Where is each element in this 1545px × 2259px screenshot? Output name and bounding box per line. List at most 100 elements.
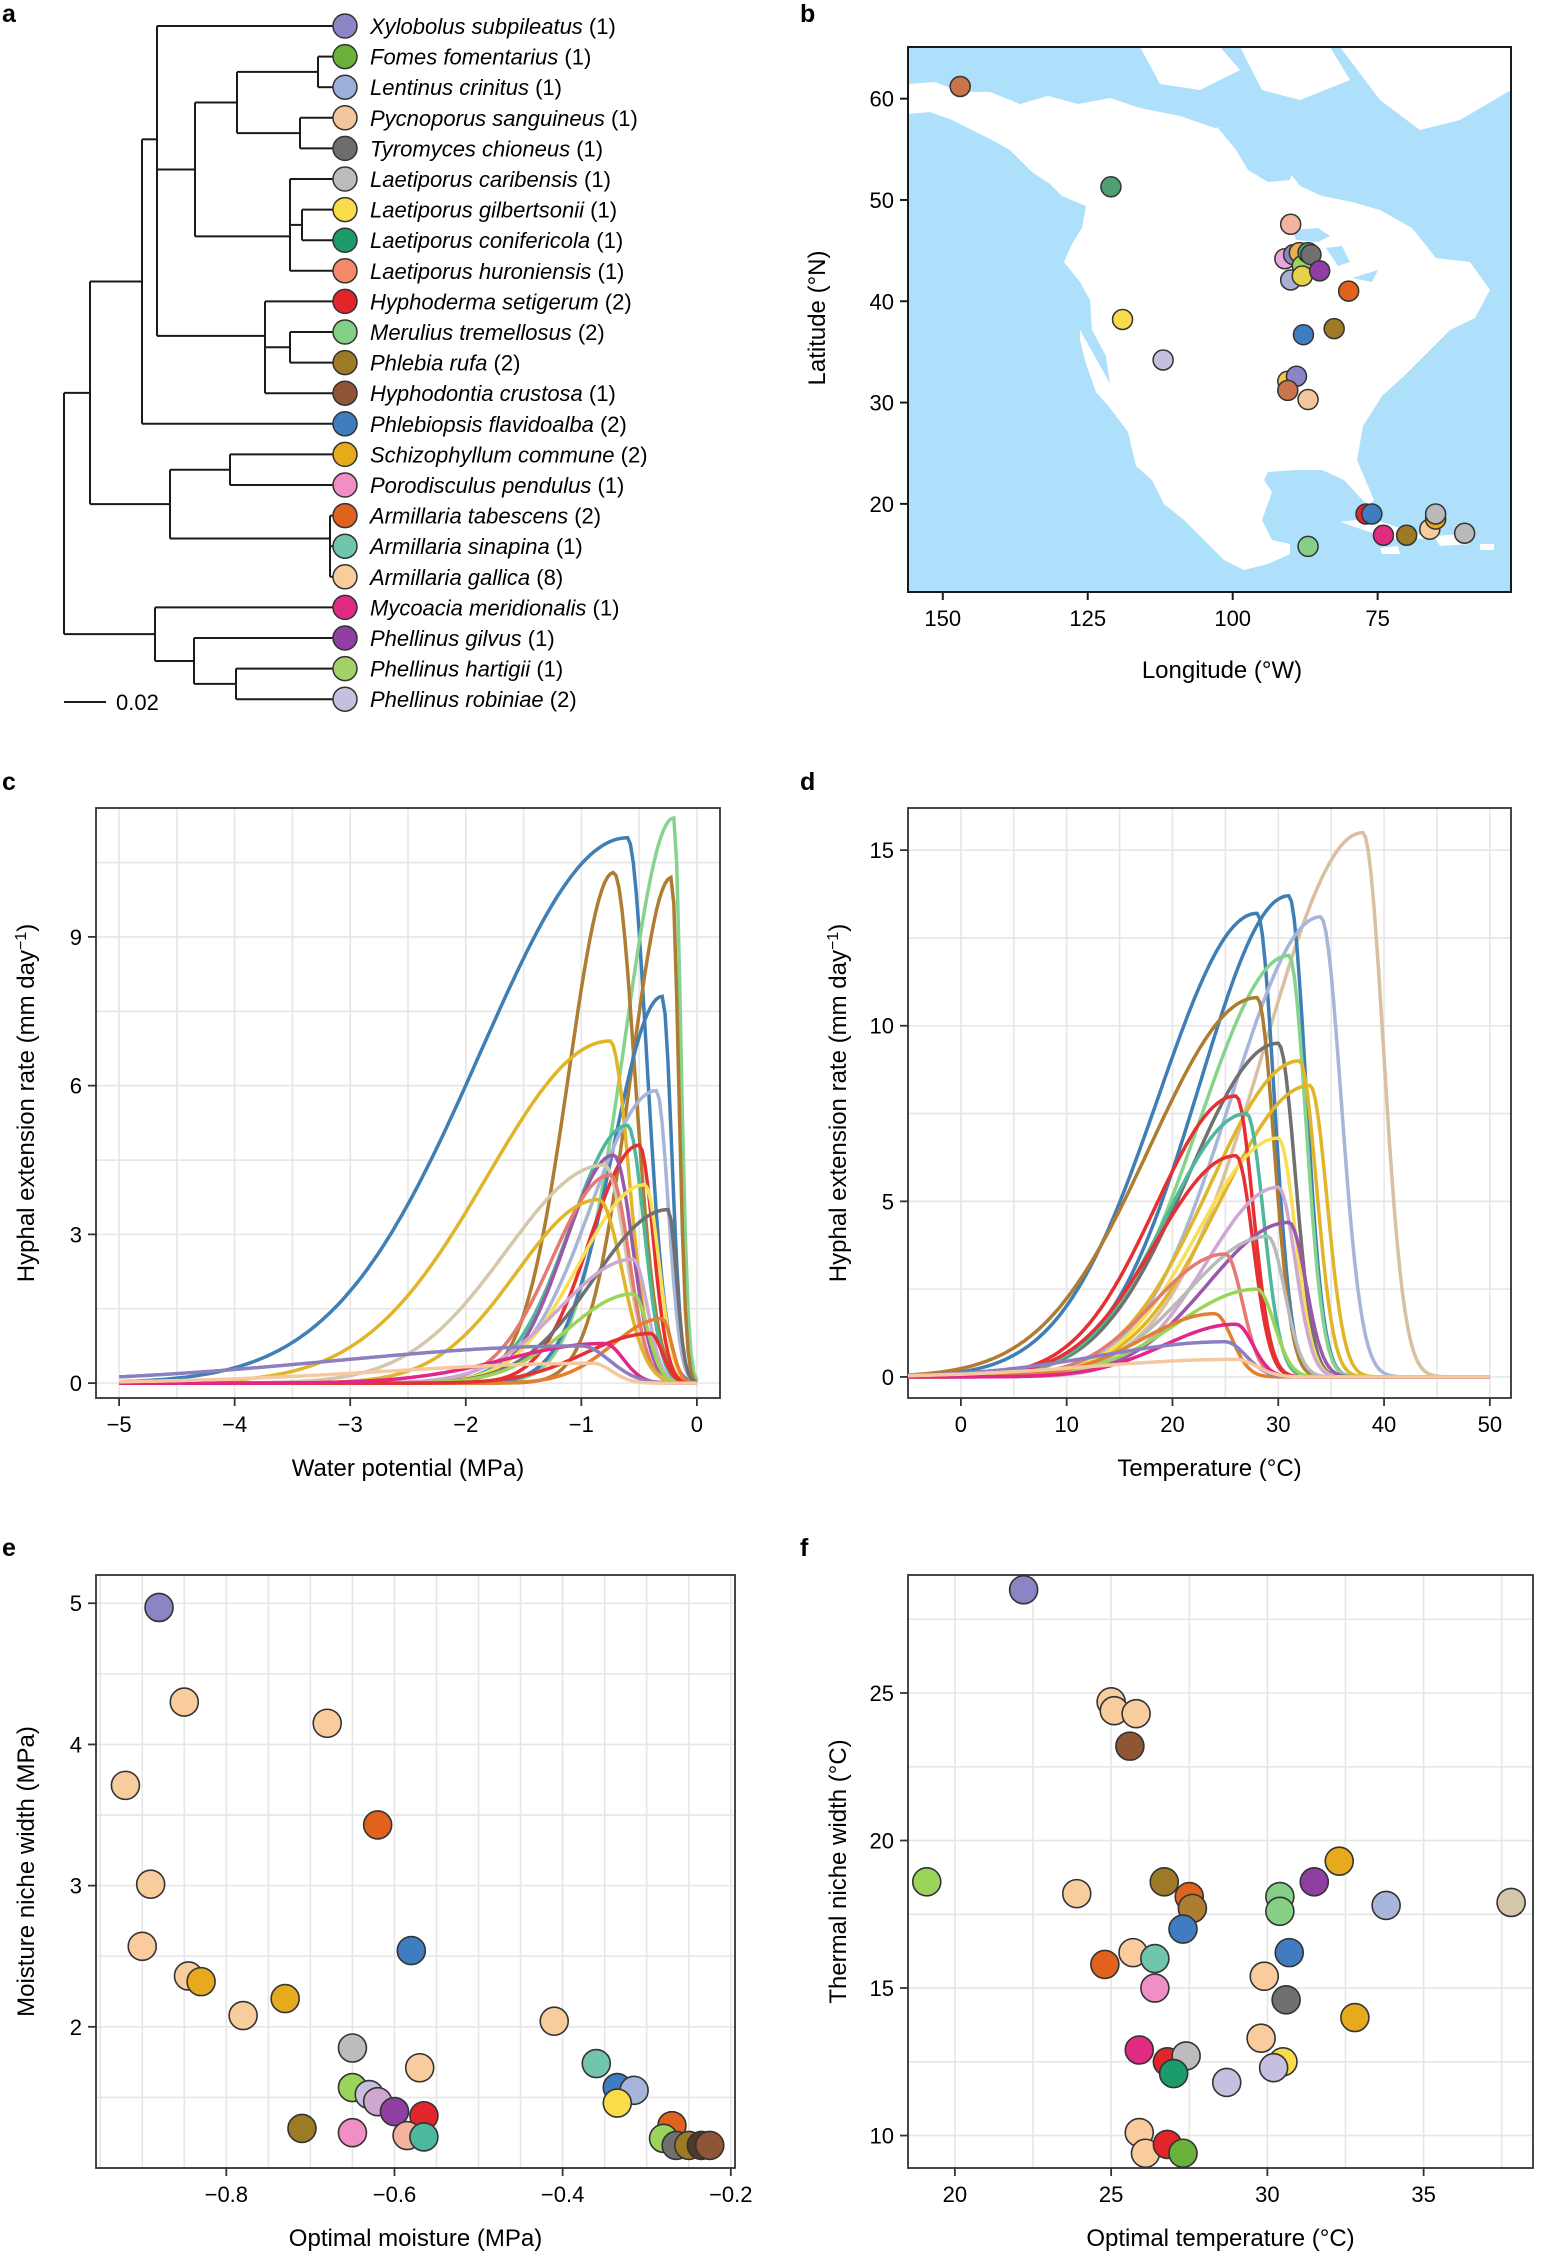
grid (96, 808, 720, 1398)
species-point (1168, 1914, 1198, 1944)
species-point (409, 2122, 439, 2152)
y-tick-label: 10 (870, 1014, 894, 1039)
map-axes: 150 125 100 75 60 50 40 30 20 (870, 87, 1390, 631)
taxon-marker (332, 441, 358, 468)
axes: 20 25 30 35 10 15 20 25 (870, 1681, 1436, 2207)
tree-taxon: Phlebiopsis flavidoalba (2) (332, 411, 627, 437)
tree-taxon: Armillaria gallica (8) (332, 564, 563, 590)
taxon-marker (332, 655, 358, 682)
axes: −5 −4 −3 −2 −1 0 0 3 6 9 (70, 925, 703, 1437)
x-tick-label: 30 (1255, 2182, 1279, 2207)
species-point (1371, 1890, 1401, 1921)
taxon-name: Phellinus hartigii (370, 657, 531, 682)
tree-taxon: Xylobolus subpileatus (1) (332, 13, 616, 39)
species-point (1124, 2035, 1155, 2065)
taxon-count: (2) (599, 289, 632, 314)
tree-branches (63, 25, 333, 701)
tree-taxon: Pycnoporus sanguineus (1) (332, 105, 638, 131)
species-point (1168, 2138, 1198, 2169)
x-tick-label: 10 (1054, 1412, 1078, 1437)
tree-taxon: Fomes fomentarius (1) (332, 43, 591, 70)
tree-taxon: Hyphodontia crustosa (1) (332, 380, 616, 406)
taxon-count: (1) (590, 228, 623, 253)
plot-frame (907, 1574, 1534, 2169)
y-tick-label: 2 (70, 2015, 82, 2040)
species-point (144, 1592, 174, 1623)
map-site-point (1395, 524, 1418, 547)
taxon-label: Phellinus robiniae (2) (370, 687, 577, 712)
tree-taxon: Tyromyces chioneus (1) (332, 135, 603, 161)
taxon-name: Laetiporus huroniensis (370, 259, 591, 284)
taxon-count: (2) (572, 320, 605, 345)
map-site-point (1323, 317, 1345, 340)
x-tick-label: −3 (338, 1412, 363, 1437)
y-tick-label: 9 (70, 925, 82, 950)
species-point (270, 1983, 300, 2014)
y-tick-label: 3 (70, 1222, 82, 1247)
taxon-name: Tyromyces chioneus (370, 136, 570, 161)
y-axis-label-text: Hyphal extension rate (mm day (825, 950, 852, 1282)
taxon-label: Armillaria tabescens (2) (368, 504, 601, 529)
y-axis-label-superscript: −1 (825, 932, 842, 950)
x-tick-label: −0.2 (709, 2182, 752, 2207)
grid (907, 808, 1511, 1398)
panel-letter-e: e (2, 1534, 16, 1562)
map-frame (907, 46, 1512, 593)
taxon-label: Mycoacia meridionalis (1) (370, 595, 619, 620)
species-point (1121, 1698, 1151, 1729)
y-tick-label: 4 (70, 1732, 82, 1757)
taxon-name: Mycoacia meridionalis (370, 595, 586, 620)
map-site-point (1292, 323, 1315, 346)
moisture-response-curve (119, 1361, 697, 1385)
y-axis-label-close: ) (13, 924, 40, 932)
map-y-tick-label: 40 (870, 289, 894, 314)
taxon-name: Hyphoderma setigerum (370, 289, 599, 314)
taxon-name: Laetiporus caribensis (370, 167, 578, 192)
taxon-marker (332, 258, 358, 284)
x-tick-label: 20 (943, 2182, 967, 2207)
species-point (694, 2130, 725, 2161)
taxon-count: (8) (530, 565, 563, 590)
taxon-marker (332, 564, 358, 590)
map-site-point (1372, 524, 1395, 547)
x-tick-label: −5 (107, 1412, 132, 1437)
x-tick-label: 50 (1478, 1412, 1502, 1437)
map-x-tick-label: 75 (1365, 606, 1389, 631)
axes: −0.8 −0.6 −0.4 −0.2 2 3 4 5 (70, 1591, 753, 2207)
taxon-count: (2) (544, 687, 577, 712)
taxon-name: Phellinus gilvus (370, 626, 522, 651)
scatter-points (110, 1592, 725, 2161)
species-point (1211, 2067, 1242, 2098)
taxon-label: Hyphoderma setigerum (2) (370, 289, 632, 314)
moisture-response-curve (119, 1344, 697, 1385)
map-site-point (1297, 535, 1319, 558)
taxon-count: (1) (578, 167, 611, 192)
tree-taxon: Laetiporus gilbertsonii (1) (332, 196, 617, 223)
species-point (1271, 1985, 1301, 2015)
taxon-name: Armillaria sinapina (368, 534, 550, 559)
map-site-point (1152, 349, 1174, 371)
x-tick-label: −0.8 (205, 2182, 248, 2207)
taxon-marker (332, 380, 358, 406)
tree-taxon: Phellinus hartigii (1) (332, 655, 563, 682)
species-point (169, 1687, 200, 1717)
map-site-point (1297, 388, 1319, 411)
species-point (539, 2006, 570, 2036)
plot-frame (95, 807, 721, 1399)
y-tick-label: 15 (870, 838, 894, 863)
taxon-name: Phlebiopsis flavidoalba (370, 412, 594, 437)
y-tick-label: 5 (882, 1189, 894, 1214)
temperature-response-curve (908, 1311, 1490, 1379)
y-tick-label: 6 (70, 1074, 82, 1099)
plot-frame (95, 1574, 736, 2169)
tree-taxon: Porodisculus pendulus (1) (332, 472, 624, 498)
taxon-count: (1) (570, 136, 603, 161)
x-tick-label: −4 (222, 1412, 247, 1437)
species-point (396, 1935, 427, 1966)
taxon-marker (332, 13, 358, 39)
x-tick-label: 30 (1266, 1412, 1290, 1437)
taxon-name: Phellinus robiniae (370, 687, 544, 712)
taxon-name: Laetiporus conifericola (370, 228, 590, 253)
tree-taxon: Armillaria tabescens (2) (332, 502, 601, 529)
taxon-label: Laetiporus gilbertsonii (1) (370, 198, 617, 223)
